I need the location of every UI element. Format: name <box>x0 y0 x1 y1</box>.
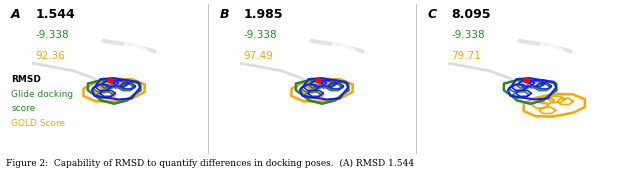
Text: RMSD: RMSD <box>12 75 41 84</box>
Text: GOLD Score: GOLD Score <box>12 119 65 128</box>
Ellipse shape <box>348 50 364 67</box>
Ellipse shape <box>124 42 140 58</box>
Ellipse shape <box>148 54 164 70</box>
Text: 8.095: 8.095 <box>451 8 491 21</box>
Ellipse shape <box>132 44 148 60</box>
Text: 97.49: 97.49 <box>243 51 273 61</box>
Text: 1.985: 1.985 <box>243 8 283 21</box>
Text: 92.36: 92.36 <box>35 51 65 61</box>
Ellipse shape <box>332 42 348 58</box>
Text: 79.71: 79.71 <box>451 51 481 61</box>
Text: -9.338: -9.338 <box>451 30 485 40</box>
Ellipse shape <box>324 48 340 64</box>
Ellipse shape <box>340 44 356 60</box>
Text: -9.338: -9.338 <box>35 30 69 40</box>
Text: 1.544: 1.544 <box>35 8 76 21</box>
Ellipse shape <box>116 48 132 64</box>
Text: C: C <box>428 8 436 21</box>
Text: score: score <box>12 104 35 113</box>
Ellipse shape <box>564 54 580 70</box>
Text: Figure 2:  Capability of RMSD to quantify differences in docking poses.  (A) RMS: Figure 2: Capability of RMSD to quantify… <box>6 158 415 167</box>
Ellipse shape <box>540 42 556 58</box>
Text: Glide docking: Glide docking <box>12 90 74 99</box>
Ellipse shape <box>356 54 372 70</box>
Ellipse shape <box>548 44 564 60</box>
Ellipse shape <box>140 50 156 67</box>
Text: B: B <box>220 8 228 21</box>
Text: -9.338: -9.338 <box>243 30 277 40</box>
Ellipse shape <box>532 48 548 64</box>
Ellipse shape <box>556 50 572 67</box>
Text: A: A <box>12 8 21 21</box>
